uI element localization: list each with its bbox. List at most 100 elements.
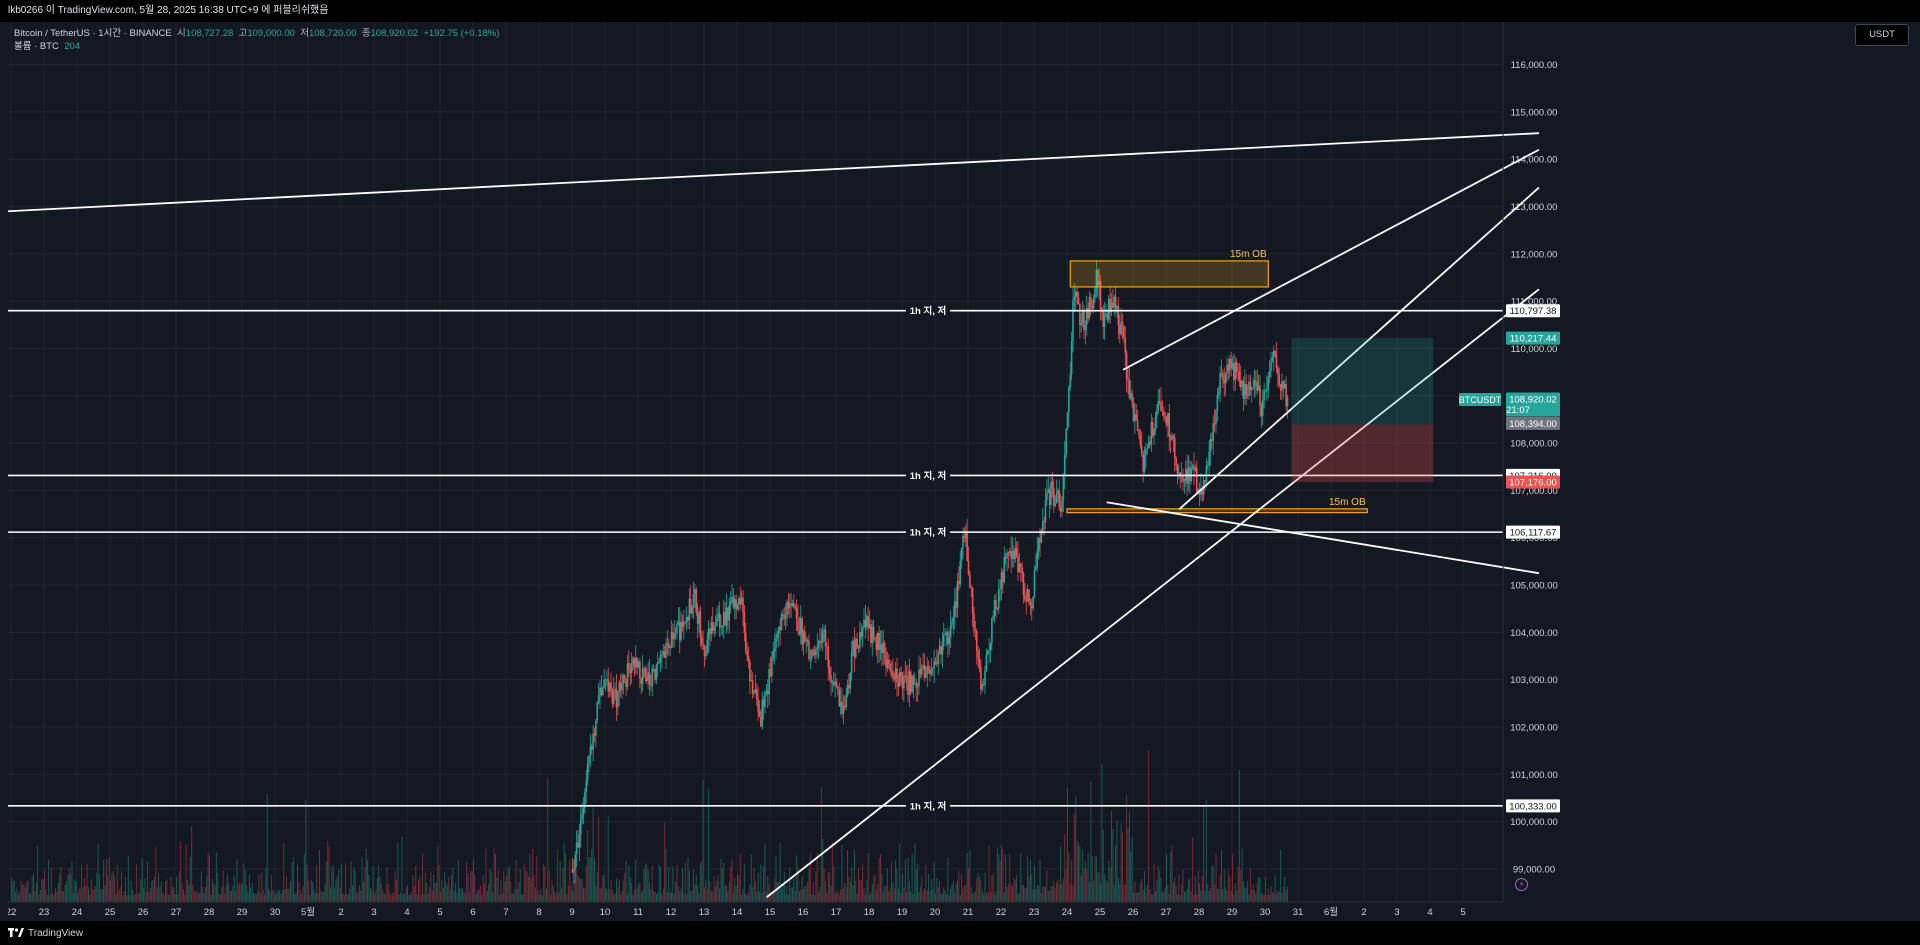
legend-close: 108,920.02 [370,28,419,39]
trend-line-3[interactable] [1178,186,1540,510]
candle-body [683,622,685,627]
volume-bar [49,894,51,902]
candle-body [589,746,592,756]
volume-bar [636,888,638,902]
trend-line-5[interactable] [1106,501,1540,575]
volume-bar [779,842,781,902]
candle-body [875,640,878,651]
candle-body [1281,381,1283,391]
candle-body [791,602,794,606]
volume-bar [470,871,472,902]
volume-bar [691,890,693,902]
volume-bar [66,881,67,902]
volume-bar [1047,890,1049,902]
x-tick-label: 8 [536,907,541,918]
volume-bar [555,893,557,902]
candle-body [581,814,583,820]
candle-body [1002,572,1004,583]
volume-bar [673,893,675,902]
volume-bar [462,888,463,902]
candle-body [874,637,876,641]
volume-bar [495,854,496,902]
position-stop-zone[interactable] [1291,424,1434,483]
candle-body [1250,387,1253,391]
volume-bar [1175,885,1177,902]
footer-brand: TradingView [28,927,84,939]
candle-body [1252,387,1254,389]
candle-body [633,657,636,668]
chart-area[interactable]: 99,000.00 100,000.00 101,000.00 102,000.00 1… [8,22,1920,921]
trend-line-2[interactable] [1122,148,1540,371]
trend-line-1[interactable] [8,132,1539,213]
volume-bar [563,842,565,902]
volume-bar [871,884,873,902]
volume-bar [1061,883,1063,902]
position-target-zone[interactable] [1291,338,1434,425]
trend-line-4[interactable] [766,288,1540,898]
volume-bar [658,864,660,902]
volume-bar [800,889,802,902]
order-block-2[interactable] [1066,508,1368,514]
candle-body [794,606,797,608]
volume-bar [82,887,84,902]
volume-bar [892,882,894,902]
candle-body [606,679,608,681]
volume-bar [1236,890,1238,902]
volume-bar [908,881,910,902]
currency-selector[interactable]: USDT [1855,24,1909,46]
volume-bar [815,871,817,902]
candle-body [996,608,999,610]
x-tick-label: 9 [569,907,574,918]
price-chart[interactable]: 99,000.00100,000.00101,000.00102,000.001… [8,22,1920,921]
volume-bar [899,843,901,902]
volume-bar [610,880,612,902]
volume-bar [162,892,164,902]
volume-bar [862,864,864,902]
volume-bar [451,874,452,902]
candle-body [978,658,981,667]
volume-bar [823,868,825,902]
order-block-1[interactable] [1069,260,1269,288]
volume-bar [257,890,259,902]
replay-bolt-icon[interactable]: ⚡ [1515,878,1528,891]
volume-bar [206,875,208,902]
candle-body [1061,500,1063,512]
volume-bar [126,894,128,902]
volume-bar [814,894,815,902]
y-tick-label: 101,000.00 [1510,770,1558,781]
candle-body [883,642,886,651]
volume-bar [1276,894,1277,902]
candle-body [670,631,673,648]
volume-bar [1060,846,1062,902]
volume-bar [757,872,759,902]
candle-body [859,632,861,649]
candle-body [1167,413,1169,426]
candle-body [1138,430,1140,435]
volume-bar [702,780,704,902]
candle-body [1118,325,1121,335]
volume-bar [770,892,771,902]
volume-bar [255,894,257,902]
volume-bar [52,893,54,902]
candle-body [930,668,933,675]
volume-bar [1131,837,1133,902]
volume-bar [434,882,436,902]
volume-bar [280,893,282,902]
volume-bar [1009,853,1011,902]
candle-body [885,650,887,668]
volume-bar [86,863,88,902]
volume-bar [391,892,393,902]
candle-body [691,607,693,614]
volume-bar [580,879,582,902]
volume-bar [1200,890,1202,902]
candle-body [819,640,821,643]
volume-bar [380,883,382,902]
candle-body [894,668,897,680]
candle-body [665,643,667,658]
volume-bar [233,874,235,902]
candle-body [938,646,941,654]
volume-bar [624,872,626,902]
candle-body [909,671,912,693]
candle-body [967,560,970,575]
candle-body [1286,397,1289,407]
